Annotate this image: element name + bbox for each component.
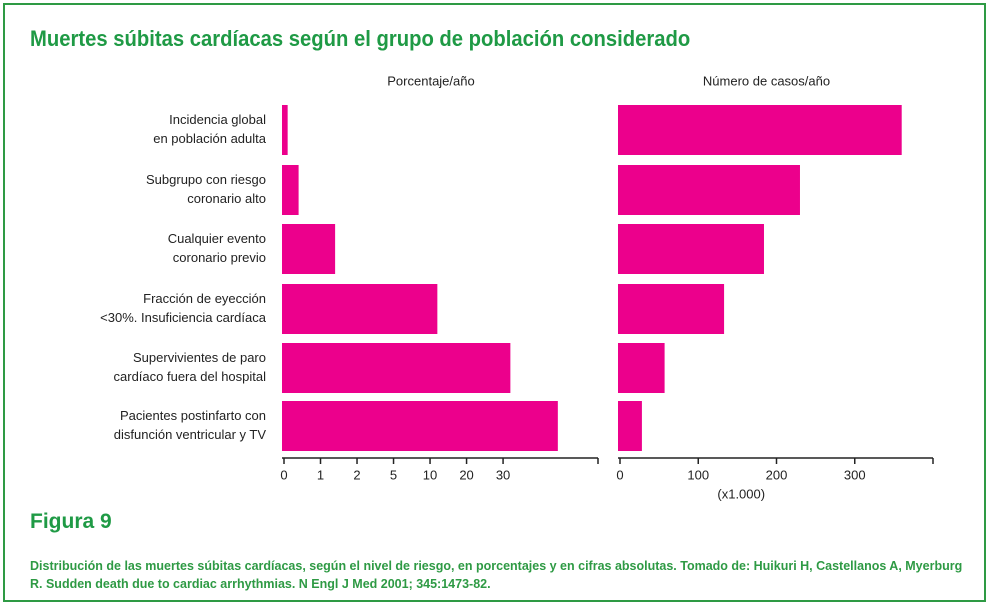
- bar: [282, 105, 288, 155]
- bar: [618, 165, 800, 215]
- x-tick-label: 0: [280, 467, 287, 482]
- x-tick-label: 30: [496, 467, 510, 482]
- x-tick-label: 100: [687, 467, 709, 482]
- category-label: Subgrupo con riesgo: [146, 172, 266, 187]
- x-tick-label: 20: [459, 467, 473, 482]
- bar: [618, 224, 764, 274]
- bar: [618, 105, 902, 155]
- category-label: Pacientes postinfarto con: [120, 408, 266, 423]
- x-tick-label: 0: [616, 467, 623, 482]
- bar: [282, 224, 336, 274]
- bar: [282, 165, 299, 215]
- panel-title: Porcentaje/año: [387, 73, 474, 88]
- figure-frame: [3, 3, 986, 602]
- bar: [618, 401, 642, 451]
- x-axis-label: (x1.000): [717, 486, 765, 501]
- x-tick-label: 200: [766, 467, 788, 482]
- category-label: coronario alto: [187, 191, 266, 206]
- caption: Distribución de las muertes súbitas card…: [30, 559, 963, 591]
- bar: [282, 401, 558, 451]
- category-label: cardíaco fuera del hospital: [114, 369, 267, 384]
- category-label: en población adulta: [153, 131, 267, 146]
- figure-title: Muertes súbitas cardíacas según el grupo…: [30, 26, 691, 51]
- category-label: <30%. Insuficiencia cardíaca: [100, 310, 267, 325]
- category-label: coronario previo: [173, 250, 266, 265]
- x-tick-label: 300: [844, 467, 866, 482]
- figure-label: Figura 9: [30, 510, 112, 533]
- category-label: Incidencia global: [169, 112, 266, 127]
- x-tick-label: 5: [390, 467, 397, 482]
- panel-title: Número de casos/año: [703, 73, 830, 88]
- bar: [282, 343, 511, 393]
- x-tick-label: 2: [353, 467, 360, 482]
- bar: [618, 284, 725, 334]
- category-label: Supervivientes de paro: [133, 350, 266, 365]
- bar: [282, 284, 438, 334]
- bar: [618, 343, 665, 393]
- category-label: disfunción ventricular y TV: [114, 427, 267, 442]
- category-label: Fracción de eyección: [143, 291, 266, 306]
- category-label: Cualquier evento: [168, 231, 266, 246]
- x-tick-label: 10: [423, 467, 437, 482]
- x-tick-label: 1: [317, 467, 324, 482]
